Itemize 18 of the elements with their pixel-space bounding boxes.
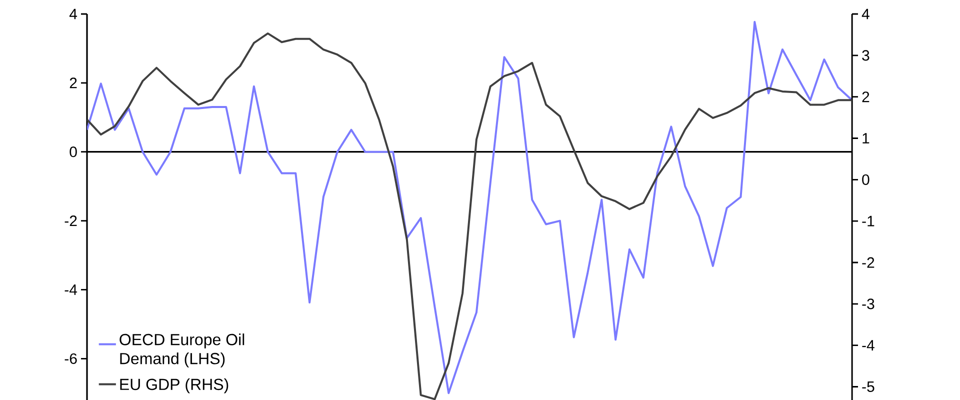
y2-tick-label: -5 [862, 382, 874, 392]
y2-tick-label: -3 [862, 298, 874, 310]
y2-tick-label: -2 [862, 257, 874, 268]
y2-tick-label: 0 [862, 174, 870, 185]
y-tick-label: 0 [70, 146, 77, 158]
legend-label: OECD Europe Oil Demand (LHS) [120, 334, 244, 368]
y-tick-label: 2 [70, 78, 77, 88]
y2-tick-label: -4 [862, 340, 874, 350]
y2-tick-label: 4 [862, 8, 870, 20]
y2-tick-label: 1 [862, 133, 870, 144]
y2-tick-label: 2 [862, 92, 870, 102]
y-tick-label: -4 [64, 284, 78, 295]
y-tick-label: -6 [64, 353, 77, 364]
legend-label: EU GDP (RHS) [120, 378, 228, 394]
y-tick-label: 4 [69, 8, 78, 20]
y2-tick-label: 3 [862, 50, 870, 61]
y2-tick-label: -1 [862, 216, 874, 226]
y-tick-label: -2 [64, 216, 77, 226]
